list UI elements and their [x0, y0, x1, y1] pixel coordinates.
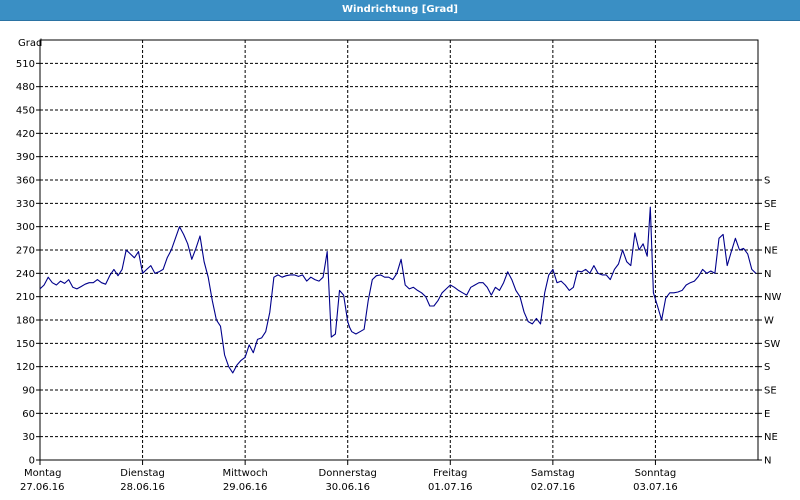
x-day-label: Samstag	[531, 468, 575, 479]
compass-label: N	[764, 456, 771, 467]
x-day-label: Montag	[24, 468, 61, 479]
y-axis-label: Grad	[18, 38, 42, 49]
y-tick-label: 270	[16, 246, 35, 257]
x-date-label: 27.06.16	[20, 482, 65, 493]
y-tick-label: 420	[16, 129, 35, 140]
compass-label: SE	[764, 199, 777, 210]
compass-label: E	[764, 409, 770, 420]
x-date-label: 01.07.16	[428, 482, 473, 493]
x-day-label: Sonntag	[635, 468, 677, 479]
x-day-label: Donnerstag	[319, 468, 377, 479]
window-title: Windrichtung [Grad]	[0, 0, 800, 21]
x-date-label: 03.07.16	[633, 482, 678, 493]
compass-label: N	[764, 269, 771, 280]
compass-label: S	[764, 362, 770, 373]
y-tick-label: 480	[16, 82, 35, 93]
compass-label: NE	[764, 246, 778, 257]
y-tick-label: 510	[16, 59, 35, 70]
compass-label: E	[764, 222, 770, 233]
x-day-label: Mittwoch	[222, 468, 267, 479]
x-day-label: Freitag	[433, 468, 467, 479]
x-date-label: 30.06.16	[325, 482, 370, 493]
y-tick-label: 300	[16, 222, 35, 233]
compass-label: NW	[764, 292, 781, 303]
wind-direction-chart: 0 30 60 90 120 150 180 210 240 270 300 330 360 390 420…	[16, 38, 782, 493]
y-tick-label: 30	[22, 432, 35, 443]
compass-label: SW	[764, 339, 780, 350]
y-tick-label: 120	[16, 362, 35, 373]
y-tick-label: 150	[16, 339, 35, 350]
y-tick-label: 330	[16, 199, 35, 210]
y-tick-label: 390	[16, 152, 35, 163]
x-date-label: 29.06.16	[223, 482, 268, 493]
compass-label: W	[764, 316, 774, 327]
y-tick-label: 450	[16, 106, 35, 117]
compass-label: SE	[764, 386, 777, 397]
x-date-label: 28.06.16	[120, 482, 165, 493]
plot-frame	[39, 39, 759, 461]
y-tick-label: 0	[29, 456, 35, 467]
x-day-label: Dienstag	[120, 468, 165, 479]
y-tick-label: 90	[22, 386, 35, 397]
line-layer	[39, 206, 757, 374]
y-tick-label: 60	[22, 409, 35, 420]
y-tick-label: 210	[16, 292, 35, 303]
x-date-label: 02.07.16	[531, 482, 576, 493]
y-tick-label: 360	[16, 176, 35, 187]
compass-label: NE	[764, 432, 778, 443]
grid-layer	[36, 40, 762, 465]
series-line	[39, 206, 757, 374]
compass-label: S	[764, 176, 770, 187]
y-tick-label: 240	[16, 269, 35, 280]
y-tick-label: 180	[16, 316, 35, 327]
label-layer: 0 30 60 90 120 150 180 210 240 270 300 330 360 390 420…	[16, 38, 782, 493]
